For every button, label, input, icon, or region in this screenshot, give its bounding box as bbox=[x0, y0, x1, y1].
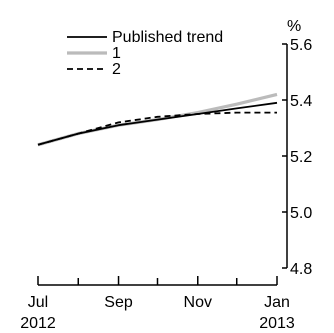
x-tick-year-label: 2012 bbox=[20, 315, 56, 332]
series-layer bbox=[37, 92, 278, 147]
x-tick-label: Jan bbox=[264, 294, 290, 311]
y-tick-label: 5.0 bbox=[290, 205, 312, 222]
y-tick-label: 4.8 bbox=[290, 261, 312, 278]
plot-area: 4.8 5.0 5.2 5.4 5.6 Jul 2012 Sep Nov Jan 2013 % bbox=[20, 18, 312, 332]
y-tick-label: 5.4 bbox=[290, 93, 312, 110]
x-tick-year-label: 2013 bbox=[259, 315, 295, 332]
legend-label-2: 2 bbox=[112, 61, 121, 78]
y-tick-label: 5.2 bbox=[290, 149, 312, 166]
y-unit-label: % bbox=[287, 18, 301, 35]
y-tick-label: 5.6 bbox=[290, 37, 312, 54]
series-line-published-trend bbox=[37, 101, 278, 146]
legend-label-published-trend: Published trend bbox=[112, 29, 223, 46]
series-line-2 bbox=[37, 111, 277, 146]
legend-label-1: 1 bbox=[112, 45, 121, 62]
x-tick-label: Sep bbox=[104, 294, 133, 311]
x-ticks: Jul 2012 Sep Nov Jan 2013 bbox=[20, 276, 295, 332]
x-tick-label: Nov bbox=[184, 294, 212, 311]
y-ticks: 4.8 5.0 5.2 5.4 5.6 bbox=[282, 37, 312, 278]
x-tick-label: Jul bbox=[28, 294, 48, 311]
